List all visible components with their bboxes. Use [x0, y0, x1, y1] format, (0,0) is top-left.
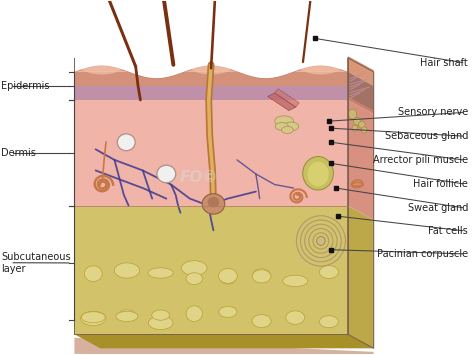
- Ellipse shape: [189, 55, 234, 75]
- Ellipse shape: [186, 306, 202, 322]
- Ellipse shape: [253, 269, 270, 282]
- Text: Fat cells: Fat cells: [428, 226, 468, 236]
- Ellipse shape: [283, 275, 308, 286]
- Polygon shape: [74, 72, 348, 100]
- Text: Hair follicle: Hair follicle: [413, 179, 468, 189]
- Ellipse shape: [116, 311, 138, 322]
- Ellipse shape: [243, 55, 288, 75]
- Text: Arrector pili muscle: Arrector pili muscle: [373, 155, 468, 165]
- Ellipse shape: [361, 127, 367, 133]
- Polygon shape: [348, 56, 374, 86]
- Ellipse shape: [303, 157, 333, 190]
- Ellipse shape: [348, 109, 357, 119]
- Text: Subcutaneous
layer: Subcutaneous layer: [1, 252, 71, 274]
- Ellipse shape: [252, 270, 271, 283]
- Ellipse shape: [358, 121, 365, 128]
- Ellipse shape: [148, 316, 173, 329]
- Text: Epidermis: Epidermis: [1, 81, 50, 91]
- Ellipse shape: [117, 134, 135, 151]
- Ellipse shape: [352, 125, 357, 131]
- Ellipse shape: [82, 312, 105, 323]
- Ellipse shape: [286, 311, 305, 324]
- Polygon shape: [74, 100, 348, 206]
- Ellipse shape: [219, 268, 237, 283]
- Ellipse shape: [186, 273, 202, 285]
- Ellipse shape: [283, 122, 299, 131]
- Ellipse shape: [354, 117, 361, 125]
- Polygon shape: [74, 206, 348, 334]
- Ellipse shape: [275, 116, 293, 126]
- Ellipse shape: [114, 263, 140, 278]
- Ellipse shape: [317, 236, 325, 245]
- Ellipse shape: [148, 268, 173, 278]
- Ellipse shape: [84, 266, 102, 282]
- Text: Pacinian corpuscle: Pacinian corpuscle: [377, 249, 468, 259]
- Ellipse shape: [157, 165, 176, 183]
- Polygon shape: [74, 334, 374, 348]
- Ellipse shape: [275, 122, 288, 130]
- Ellipse shape: [182, 261, 207, 275]
- Text: Hair shaft: Hair shaft: [420, 58, 468, 68]
- Ellipse shape: [81, 311, 106, 326]
- Polygon shape: [74, 65, 348, 78]
- Polygon shape: [348, 206, 374, 348]
- Ellipse shape: [282, 126, 293, 133]
- Ellipse shape: [319, 266, 338, 279]
- Ellipse shape: [219, 270, 237, 284]
- Text: Dermis: Dermis: [1, 148, 36, 158]
- Ellipse shape: [134, 55, 179, 75]
- Ellipse shape: [202, 194, 225, 214]
- Polygon shape: [74, 86, 348, 100]
- Ellipse shape: [79, 55, 124, 75]
- Polygon shape: [74, 0, 348, 78]
- Polygon shape: [275, 89, 299, 107]
- Text: Sweat gland: Sweat gland: [408, 203, 468, 213]
- Ellipse shape: [152, 310, 169, 320]
- Polygon shape: [74, 354, 374, 355]
- Ellipse shape: [308, 162, 328, 186]
- Polygon shape: [348, 72, 374, 110]
- Ellipse shape: [319, 316, 338, 328]
- Polygon shape: [348, 72, 374, 114]
- Polygon shape: [74, 338, 374, 355]
- Polygon shape: [268, 93, 296, 110]
- Text: Sebaceous gland: Sebaceous gland: [384, 131, 468, 141]
- Polygon shape: [348, 100, 374, 220]
- Text: Sensory nerve: Sensory nerve: [398, 107, 468, 118]
- Ellipse shape: [208, 197, 219, 207]
- Ellipse shape: [219, 306, 237, 317]
- Ellipse shape: [298, 55, 343, 75]
- Ellipse shape: [252, 315, 271, 328]
- Text: FO©: FO©: [180, 170, 219, 185]
- Ellipse shape: [118, 310, 136, 321]
